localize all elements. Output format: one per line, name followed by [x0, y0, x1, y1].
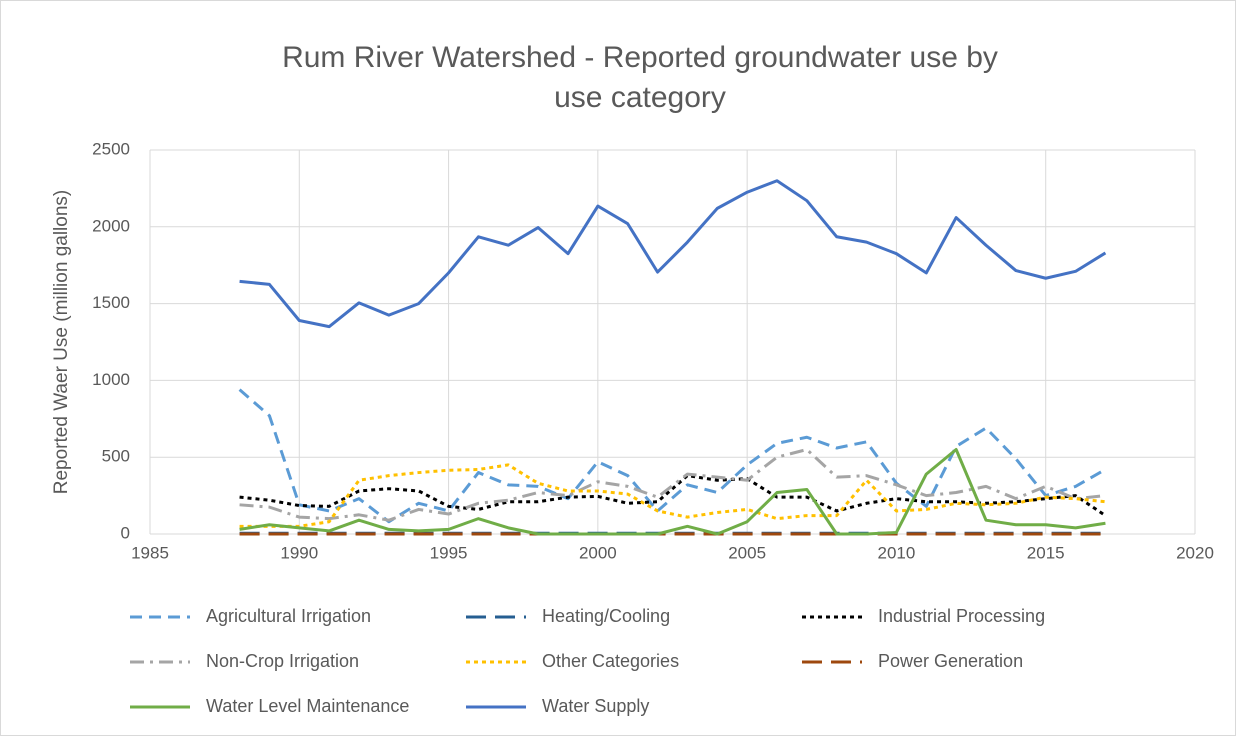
x-tick-label: 1990 — [280, 543, 318, 562]
x-tick-label: 2005 — [728, 543, 766, 562]
series-line — [239, 463, 1106, 528]
y-tick-label: 2000 — [92, 216, 130, 235]
y-tick-label: 2500 — [92, 139, 130, 158]
series-line — [239, 448, 1106, 522]
legend-label: Industrial Processing — [878, 606, 1045, 626]
legend-label: Heating/Cooling — [542, 606, 670, 626]
x-tick-label: 1985 — [131, 543, 169, 562]
x-tick-label: 1995 — [430, 543, 468, 562]
series-line — [239, 474, 1107, 517]
y-tick-label: 500 — [102, 447, 130, 466]
chart-title: Rum River Watershed - Reported groundwat… — [282, 41, 998, 114]
legend-label: Power Generation — [878, 651, 1023, 671]
x-tick-label: 2015 — [1027, 543, 1065, 562]
legend-label: Water Supply — [542, 696, 649, 716]
y-tick-label: 1000 — [92, 370, 130, 389]
y-axis-label: Reported Waer Use (million gallons) — [51, 190, 72, 494]
series-line — [239, 448, 1106, 536]
legend-label: Water Level Maintenance — [206, 696, 409, 716]
legend-label: Agricultural Irrigation — [206, 606, 371, 626]
series-line — [239, 179, 1107, 329]
x-tick-label: 2020 — [1176, 543, 1214, 562]
series-line — [238, 388, 1107, 524]
legend-label: Other Categories — [542, 651, 679, 671]
x-tick-label: 2000 — [579, 543, 617, 562]
legend: Agricultural Irrigation Heating/Cooling In… — [130, 606, 1045, 716]
y-tick-label: 0 — [121, 523, 130, 542]
y-tick-label: 1500 — [92, 293, 130, 312]
legend-label: Non-Crop Irrigation — [206, 651, 359, 671]
x-tick-label: 2010 — [878, 543, 916, 562]
